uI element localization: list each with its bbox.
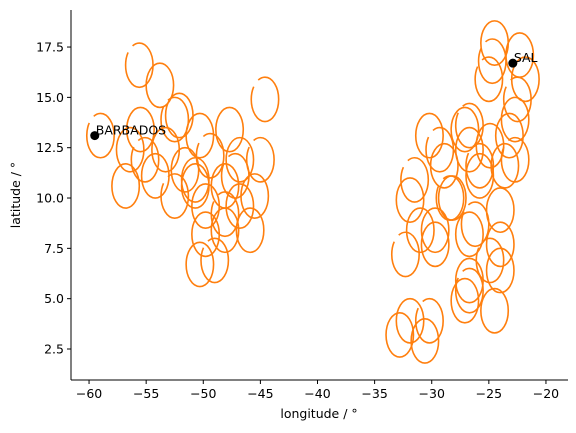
ellipse-marker [454,126,484,173]
ellipse-marker [395,297,425,344]
ellipse-marker [191,183,221,230]
station-label: BARBADOS [96,123,166,138]
ellipse-marker [474,56,504,103]
x-tick-label: −50 [190,386,216,401]
ellipse-marker [414,112,444,159]
ellipse-marker [465,142,495,189]
ellipse-marker [215,106,245,153]
station-point [508,58,518,68]
ellipse-marker [485,247,515,294]
ellipse-marker [210,207,240,254]
ellipse-marker [191,211,221,258]
ellipse-marker [145,62,175,109]
ellipse-marker [494,112,524,159]
ellipse-marker [485,187,515,234]
y-tick-label: 7.5 [44,241,64,256]
x-tick-label: −55 [133,386,159,401]
ellipse-marker [160,96,190,143]
ellipse-marker [125,106,155,153]
y-tick-label: 12.5 [36,140,64,155]
ellipse-marker [500,96,530,143]
y-axis-label: latitude / ° [8,162,23,228]
ellipse-marker [450,277,480,324]
ellipse-marker [250,76,280,123]
ellipse-marker [450,106,480,153]
station-label: SAL [514,50,538,65]
ellipse-marker [170,146,200,193]
ellipse-marker [245,136,275,183]
ellipse-marker [460,201,490,248]
ellipse-marker [395,177,425,223]
station-point [90,131,100,141]
ellipse-marker [185,241,215,288]
ellipse-marker [225,183,255,230]
ellipse-marker [485,221,515,268]
y-tick-label: 17.5 [36,40,64,55]
x-tick-label: −30 [419,386,445,401]
ellipse-marker [240,173,270,219]
ellipse-marker [480,287,510,334]
ellipse-marker [130,136,160,183]
ellipse-marker [410,318,440,364]
ellipse-marker [454,257,484,304]
ellipse-marker [180,156,210,203]
y-tick-label: 5.0 [44,291,64,306]
x-tick-label: −60 [76,386,102,401]
ellipse-marker [502,76,532,123]
ellipse-marker [454,211,484,258]
ellipse-marker [414,297,444,344]
x-tick-label: −45 [247,386,273,401]
ellipse-marker [405,207,435,254]
x-axis-label: longitude / ° [280,406,357,421]
ellipse-marker [185,112,215,159]
ellipse-marker [115,126,145,173]
ellipse-marker [437,175,467,221]
ellipse-marker [85,112,115,159]
ellipse-marker [390,231,420,278]
ellipse-marker [454,102,484,149]
ellipse-marker [400,156,430,203]
ellipse-marker [225,136,255,183]
x-tick-label: −25 [476,386,502,401]
ellipse-marker [420,207,450,254]
ellipse-marker [124,42,154,89]
ellipse-marker [385,311,415,358]
ellipse-marker [195,132,225,179]
ellipse-marker [465,152,495,199]
x-tick-label: −20 [533,386,559,401]
ellipse-marker [420,221,450,268]
ellipse-marker [454,267,484,314]
x-tick-label: −40 [304,386,330,401]
ellipse-marker [200,237,230,284]
ellipse-marker [429,142,459,189]
ellipse-marker [111,162,141,209]
y-tick-label: 15.0 [36,90,64,105]
y-tick-label: 10.0 [36,191,64,206]
x-tick-label: −35 [361,386,387,401]
ellipse-marker [160,173,190,219]
ellipse-marker [435,175,465,221]
ellipse-marker [235,207,265,254]
y-tick-label: 2.5 [44,341,64,356]
